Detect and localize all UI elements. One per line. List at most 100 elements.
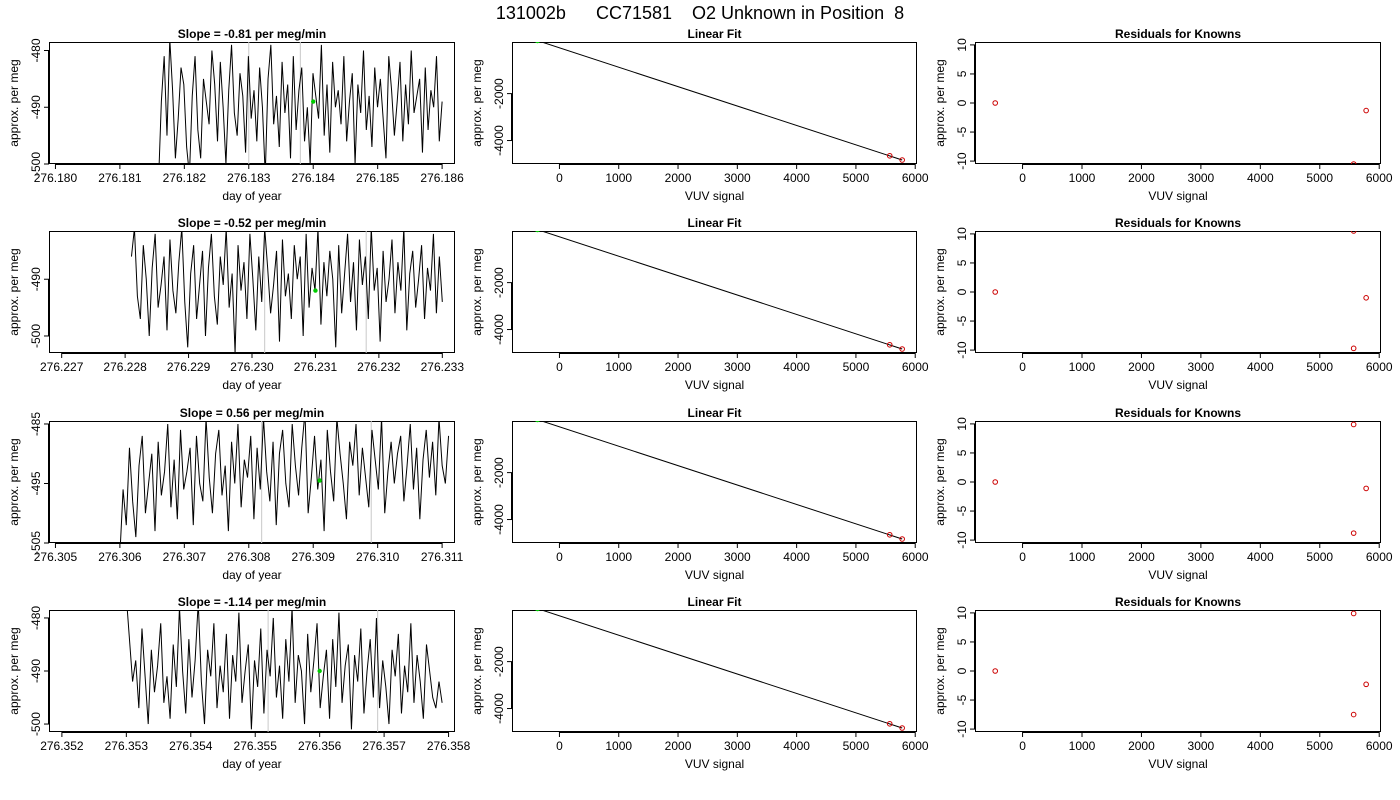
x-tick-label: 5000 [1306,550,1333,564]
residual-point [992,289,999,295]
figure-title: 131002b CC71581 O2 Unknown in Position 8 [495,3,905,23]
y-tick-label: -490 [29,267,43,291]
y-tick-label: -490 [29,95,43,119]
plot-area [992,231,1369,352]
x-tick-label: 4000 [783,360,810,374]
residuals-panel-4: Residuals for Knowns 0 1000 2000 3000 4000 500… [933,595,1393,771]
x-tick-label: 6000 [902,360,929,374]
y-tick-label: -10 [955,531,969,549]
y-tick-label: 10 [955,606,969,620]
y-tick-label: 0 [955,99,969,106]
x-tick-label: 3000 [1188,550,1215,564]
y-tick-label: 5 [955,70,969,77]
x-tick-label: 276.227 [40,360,84,374]
plot-frame [512,421,917,543]
x-tick-label: 1000 [1069,171,1096,185]
y-tick-label: -4000 [492,504,506,535]
x-tick-label: 0 [1019,360,1026,374]
y-axis-title: approx. per meg [933,248,947,335]
x-tick-label: 0 [556,360,563,374]
y-axis-title: approx. per meg [933,438,947,525]
residual-point [1350,530,1357,536]
residuals-panel-3: Residuals for Knowns 0 1000 2000 3000 4000 500… [933,406,1393,582]
series-line [126,610,443,730]
x-tick-label: 4000 [1247,550,1274,564]
y-tick-label: 5 [955,449,969,456]
x-tick-label: 2000 [665,360,692,374]
x-tick-label: 2000 [665,550,692,564]
x-tick-label: 6000 [902,550,929,564]
x-tick-label: 276.184 [292,171,336,185]
x-tick-label: 5000 [843,739,870,753]
known-standard-point [530,604,535,609]
x-tick-label: 276.311 [421,550,464,564]
panel-title: Residuals for Knowns [1115,406,1241,420]
panel-title: Linear Fit [687,406,741,420]
residual-point [1350,711,1357,718]
known-standard-point [886,531,893,538]
y-tick-label: -500 [29,324,43,348]
x-tick-label: 2000 [1128,739,1155,753]
panel-title: Linear Fit [687,27,741,41]
unknown-point [535,231,540,233]
known-standard-point [530,36,535,41]
panel-title: Linear Fit [687,216,741,230]
residual-point [1363,485,1369,492]
x-tick-label: 0 [1019,171,1026,185]
x-tick-label: 5000 [843,171,870,185]
residual-point [1350,421,1357,428]
x-tick-label: 2000 [1128,550,1155,564]
x-tick-label: 276.233 [421,360,465,374]
y-tick-label: -485 [29,412,43,436]
y-tick-label: -505 [29,531,43,555]
y-tick-label: -495 [29,471,43,495]
y-axis-title: approx. per meg [470,438,484,525]
y-axis-title: approx. per meg [470,627,484,714]
unknown-point [535,610,540,612]
plot-frame [512,42,917,164]
residual-point [1363,107,1369,114]
timeseries-panel-3: Slope = 0.56 per meg/min 276.305 276.306 27… [7,406,464,582]
residual-point [1363,681,1369,688]
y-axis-title: approx. per meg [933,627,947,714]
panel-title: Residuals for Knowns [1115,216,1241,230]
x-tick-label: 5000 [1306,739,1333,753]
x-tick-label: 276.185 [356,171,400,185]
y-tick-label: 0 [955,478,969,485]
y-axis-title: approx. per meg [470,59,484,146]
x-tick-label: 4000 [1247,739,1274,753]
x-axis-title: day of year [222,757,281,771]
unknown-mean-point [317,478,322,483]
x-tick-label: 276.352 [40,739,84,753]
y-tick-label: -4000 [492,125,506,156]
x-tick-label: 1000 [1069,360,1096,374]
x-tick-label: 4000 [1247,360,1274,374]
unknown-point [535,421,540,423]
x-tick-label: 1000 [605,550,632,564]
plot-area [530,36,905,163]
y-tick-label: 10 [955,38,969,52]
residual-point [992,479,999,485]
plot-area [535,421,905,542]
timeseries-panel-4: Slope = -1.14 per meg/min 276.352 276.353 2… [7,595,471,771]
x-tick-label: 3000 [724,739,751,753]
x-tick-label: 0 [556,550,563,564]
plot-area [119,421,450,543]
y-tick-label: -500 [29,712,43,736]
residuals-panel-2: Residuals for Knowns 0 1000 2000 3000 4000 500… [933,216,1393,392]
x-tick-label: 276.355 [234,739,278,753]
panel-title: Residuals for Knowns [1115,27,1241,41]
x-tick-label: 3000 [724,171,751,185]
x-tick-label: 6000 [902,739,929,753]
x-tick-label: 276.232 [357,360,401,374]
linear-fit-panel-1: Linear Fit 0 1000 2000 3000 4000 5000 6000 -2000… [470,27,929,203]
known-standard-point [886,720,893,727]
residual-point [1363,295,1369,301]
known-standard-point [899,157,905,163]
panel-title: Slope = -0.81 per meg/min [178,27,326,41]
x-tick-label: 2000 [1128,171,1155,185]
x-tick-label: 2000 [665,171,692,185]
unknown-point [535,42,540,44]
